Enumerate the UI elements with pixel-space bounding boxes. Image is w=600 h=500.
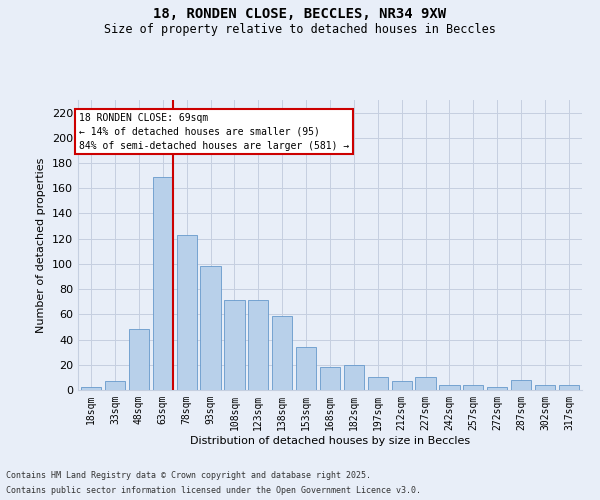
- Text: Contains HM Land Registry data © Crown copyright and database right 2025.: Contains HM Land Registry data © Crown c…: [6, 471, 371, 480]
- Bar: [272, 316, 292, 390]
- Bar: [511, 380, 531, 390]
- Bar: [487, 388, 508, 390]
- Bar: [296, 347, 316, 390]
- Text: Size of property relative to detached houses in Beccles: Size of property relative to detached ho…: [104, 22, 496, 36]
- Bar: [81, 388, 101, 390]
- Bar: [320, 368, 340, 390]
- Y-axis label: Number of detached properties: Number of detached properties: [37, 158, 46, 332]
- X-axis label: Distribution of detached houses by size in Beccles: Distribution of detached houses by size …: [190, 436, 470, 446]
- Bar: [463, 385, 484, 390]
- Bar: [224, 300, 245, 390]
- Bar: [559, 385, 579, 390]
- Bar: [105, 381, 125, 390]
- Bar: [176, 235, 197, 390]
- Bar: [200, 266, 221, 390]
- Text: 18 RONDEN CLOSE: 69sqm
← 14% of detached houses are smaller (95)
84% of semi-det: 18 RONDEN CLOSE: 69sqm ← 14% of detached…: [79, 112, 349, 150]
- Bar: [368, 378, 388, 390]
- Bar: [344, 365, 364, 390]
- Bar: [248, 300, 268, 390]
- Text: 18, RONDEN CLOSE, BECCLES, NR34 9XW: 18, RONDEN CLOSE, BECCLES, NR34 9XW: [154, 8, 446, 22]
- Bar: [439, 385, 460, 390]
- Bar: [152, 177, 173, 390]
- Bar: [129, 330, 149, 390]
- Bar: [415, 378, 436, 390]
- Text: Contains public sector information licensed under the Open Government Licence v3: Contains public sector information licen…: [6, 486, 421, 495]
- Bar: [535, 385, 555, 390]
- Bar: [392, 381, 412, 390]
